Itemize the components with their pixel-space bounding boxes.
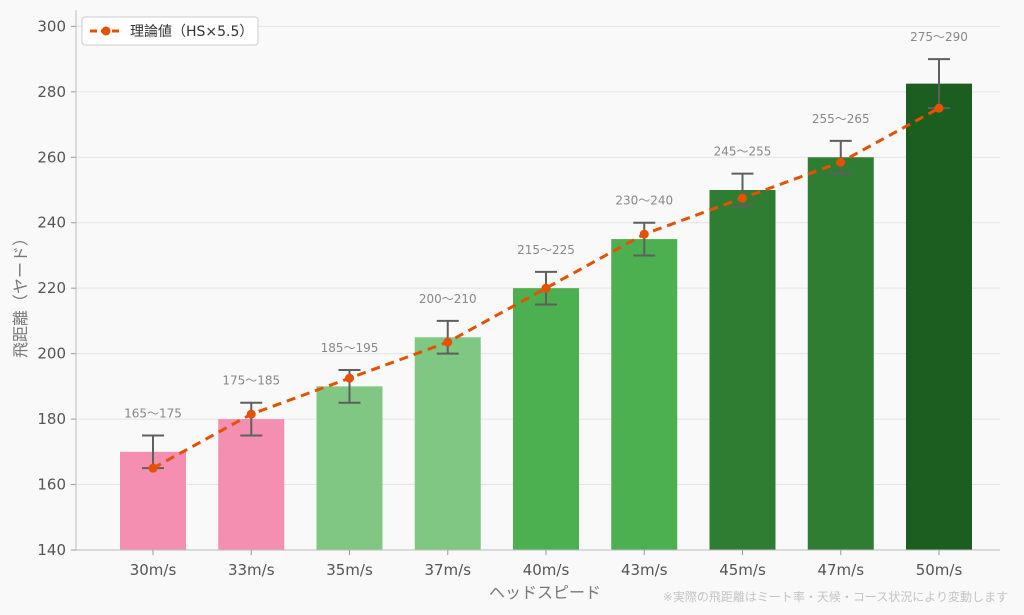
bar-37m/s xyxy=(414,337,481,550)
range-label-33m/s: 175〜185 xyxy=(222,374,280,388)
legend: 理論値（HS×5.5） xyxy=(81,16,259,46)
theory-point-43m/s xyxy=(639,229,649,239)
x-tick-label-30m/s: 30m/s xyxy=(130,561,177,579)
theory-point-33m/s xyxy=(246,409,256,419)
y-tick-label-300: 300 xyxy=(37,17,66,35)
theory-point-37m/s xyxy=(443,337,453,347)
theory-point-45m/s xyxy=(738,193,747,203)
bar-43m/s xyxy=(611,239,678,550)
y-tick-label-240: 240 xyxy=(37,214,66,232)
error-bar-37m/s xyxy=(436,319,459,355)
range-label-40m/s: 215〜225 xyxy=(517,243,575,257)
theory-line-path xyxy=(152,106,940,470)
x-tick-label-43m/s: 43m/s xyxy=(621,561,668,579)
theory-point-30m/s xyxy=(148,463,158,473)
legend-marker xyxy=(101,26,111,36)
y-tick-label-140: 140 xyxy=(37,541,66,559)
range-label-43m/s: 230〜240 xyxy=(615,194,673,208)
range-label-30m/s: 165〜175 xyxy=(124,406,182,420)
footnote: ※実際の飛距離はミート率・天候・コース状況により変動します xyxy=(663,589,1008,604)
theory-line xyxy=(148,103,944,473)
x-tick-label-35m/s: 35m/s xyxy=(326,561,373,579)
bar-40m/s xyxy=(513,288,579,550)
range-label-47m/s: 255〜265 xyxy=(812,112,870,126)
range-label-50m/s: 275〜290 xyxy=(910,30,968,44)
axes: 140 160 180 200 220 240 260 280 300 30m/s 33m/s 35m… xyxy=(37,10,1000,579)
legend-label: 理論値（HS×5.5） xyxy=(130,24,253,40)
x-tick-label-40m/s: 40m/s xyxy=(523,561,570,579)
error-bar-47m/s xyxy=(829,139,852,175)
bar-35m/s xyxy=(316,386,383,550)
legend-box xyxy=(81,16,259,46)
bars xyxy=(120,83,972,551)
y-axis-label: 飛距離（ヤード） xyxy=(11,230,30,358)
y-tick-label-220: 220 xyxy=(37,279,66,297)
theory-point-35m/s xyxy=(345,373,354,383)
x-tick-label-50m/s: 50m/s xyxy=(916,561,963,579)
range-labels: 165〜175 175〜185 185〜195 200〜210 215〜225 230〜2… xyxy=(124,30,968,420)
range-label-35m/s: 185〜195 xyxy=(321,341,379,355)
theory-point-50m/s xyxy=(934,103,944,113)
theory-point-47m/s xyxy=(836,157,846,167)
x-axis-label: ヘッドスピード xyxy=(489,583,601,602)
y-tick-label-260: 260 xyxy=(37,148,66,166)
error-bar-33m/s xyxy=(240,401,263,437)
x-tick-label-33m/s: 33m/s xyxy=(228,561,275,579)
bar-33m/s xyxy=(218,419,285,550)
error-bar-43m/s xyxy=(633,221,656,257)
bar-50m/s xyxy=(906,83,972,551)
bar-45m/s xyxy=(709,190,776,550)
x-tick-label-37m/s: 37m/s xyxy=(424,561,471,579)
x-tick-label-45m/s: 45m/s xyxy=(719,561,766,579)
y-tick-label-280: 280 xyxy=(37,83,66,101)
bar-47m/s xyxy=(807,157,874,551)
x-tick-label-47m/s: 47m/s xyxy=(817,561,864,579)
y-tick-label-160: 160 xyxy=(37,476,66,494)
y-tick-label-180: 180 xyxy=(37,410,66,428)
theory-point-40m/s xyxy=(541,283,551,293)
range-label-45m/s: 245〜255 xyxy=(714,145,772,159)
y-tick-label-200: 200 xyxy=(37,345,66,363)
range-label-37m/s: 200〜210 xyxy=(419,292,477,306)
